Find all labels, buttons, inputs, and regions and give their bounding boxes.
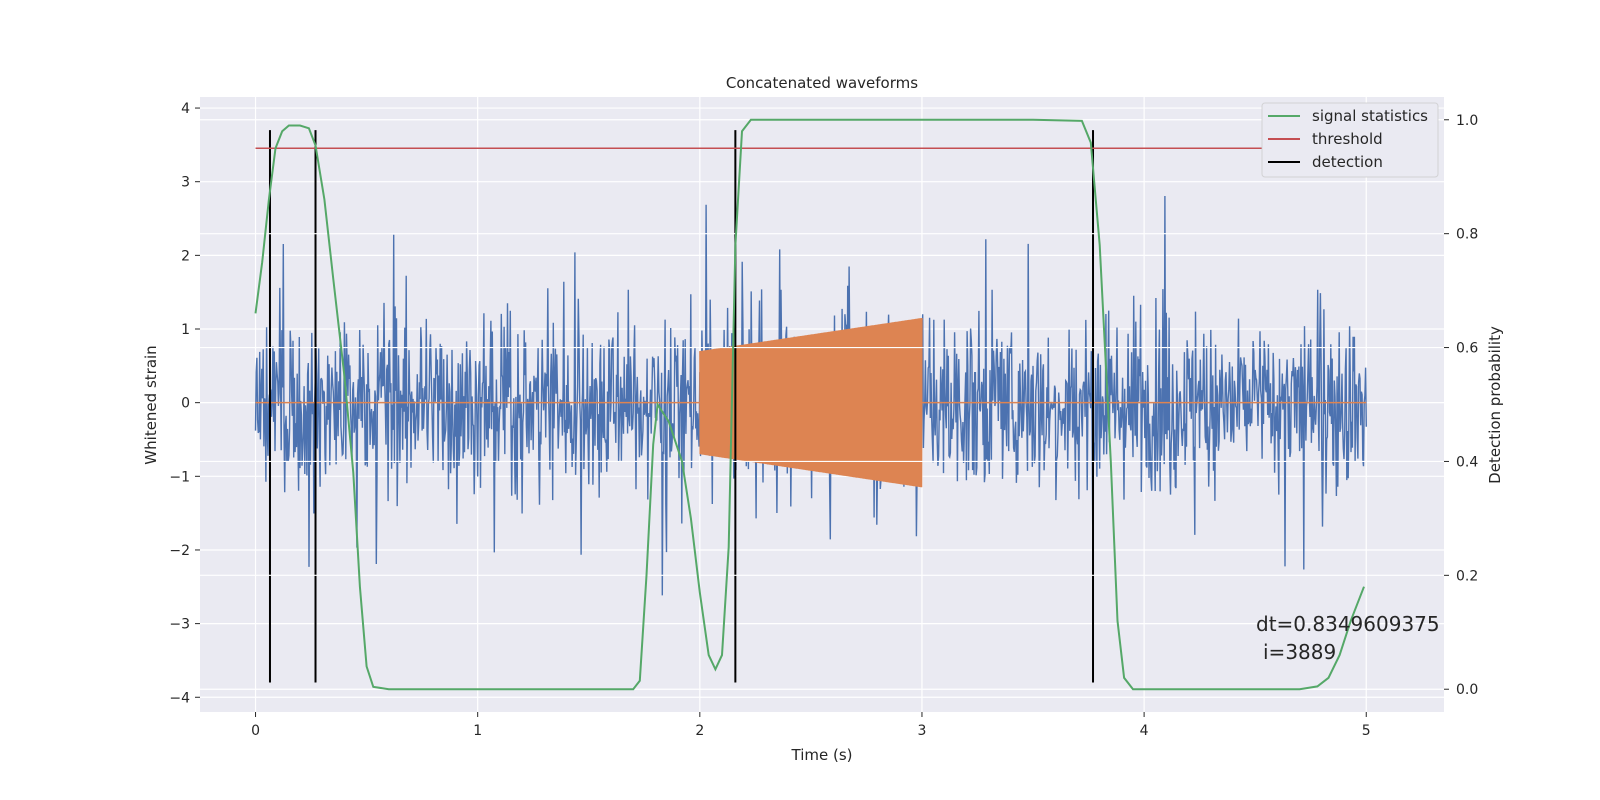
y-tick-label: 3 [181, 175, 190, 191]
legend-box [1261, 102, 1439, 178]
x-tick-label: 0 [251, 723, 260, 739]
y2-axis-label: Detection probability [1486, 326, 1504, 484]
x-tick-label: 2 [695, 723, 704, 739]
x-axis-label: Time (s) [791, 746, 853, 764]
y2-tick-label: 0.6 [1456, 341, 1478, 357]
y-tick-label: −1 [169, 469, 190, 485]
x-tick-label: 3 [918, 723, 927, 739]
y-tick-label: 0 [181, 396, 190, 412]
y-tick-label: 4 [181, 101, 190, 117]
chart-title: Concatenated waveforms [726, 74, 918, 92]
x-tick-label: 5 [1362, 723, 1371, 739]
legend-label-detection: detection [1312, 153, 1383, 171]
statistics-series-line [254, 118, 1365, 691]
y2-tick-label: 0.0 [1456, 682, 1478, 698]
tick-layer: 0 1 2 3 4 5 −4 −3 −2 −1 0 1 2 3 4 0.0 0.2 0.4 0.6 0.8 1.0 [169, 101, 1478, 739]
series-layer [200, 118, 1444, 691]
y2-tick-label: 0.2 [1456, 568, 1478, 584]
y2-tick-label: 1.0 [1456, 113, 1478, 129]
y-tick-label: 2 [181, 248, 190, 264]
y-tick-label: −2 [169, 543, 190, 559]
y-tick-label: −3 [169, 617, 190, 633]
legend-label-statistics: signal statistics [1312, 107, 1428, 125]
y-tick-label: 1 [181, 322, 190, 338]
annotation-i: i=3889 [1263, 640, 1336, 664]
injection-series-line [699, 317, 923, 488]
x-tick-label: 4 [1140, 723, 1149, 739]
y2-tick-label: 0.8 [1456, 227, 1478, 243]
y-axis-label: Whitened strain [142, 345, 160, 464]
legend: signal statistics threshold detection [1261, 102, 1439, 178]
legend-label-threshold: threshold [1312, 130, 1383, 148]
y-tick-label: −4 [169, 690, 190, 706]
x-tick-label: 1 [473, 723, 482, 739]
y2-tick-label: 0.4 [1456, 454, 1478, 470]
annotation-dt: dt=0.8349609375 [1256, 612, 1440, 636]
